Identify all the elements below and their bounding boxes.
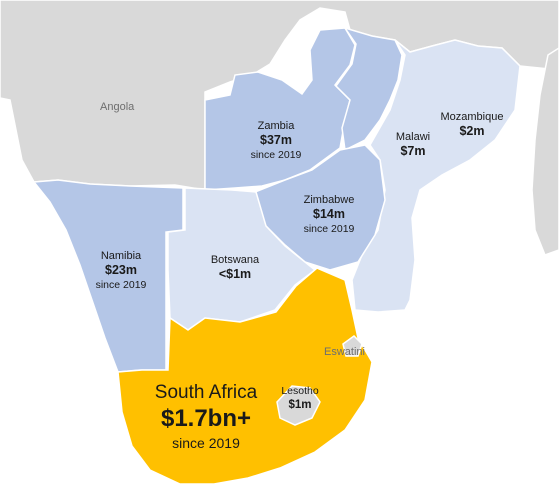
label-mozambique: Mozambique $2m (437, 111, 507, 140)
malawi-amount: $7m (400, 144, 426, 159)
region-botswana (167, 187, 317, 331)
region-south-africa (117, 267, 373, 485)
label-zambia: Zambia $37m since 2019 (246, 120, 306, 161)
namibia-name: Namibia (100, 250, 142, 262)
mozambique-name: Mozambique (440, 111, 504, 123)
label-angola: Angola (100, 101, 135, 113)
label-zimbabwe: Zimbabwe $14m since 2019 (295, 194, 363, 235)
label-eswatini: Eswatini (324, 346, 365, 358)
region-madagascar (531, 47, 559, 256)
label-botswana: Botswana <$1m (205, 254, 265, 283)
region-eswatini (342, 335, 363, 357)
label-south-africa: South Africa $1.7bn+ since 2019 (136, 381, 276, 453)
mozambique-amount: $2m (459, 124, 485, 139)
label-malawi: Malawi $7m (385, 131, 441, 160)
namibia-since: since 2019 (95, 278, 147, 291)
namibia-amount: $23m (105, 263, 137, 278)
zambia-since: since 2019 (250, 148, 302, 161)
label-namibia: Namibia $23m since 2019 (90, 250, 152, 291)
region-zambia (204, 27, 356, 191)
lesotho-name: Lesotho (281, 385, 319, 397)
zambia-name: Zambia (257, 120, 295, 132)
malawi-name: Malawi (395, 131, 431, 143)
zimbabwe-since: since 2019 (303, 222, 355, 235)
south-africa-amount: $1.7bn+ (160, 405, 252, 433)
region-lesotho (276, 385, 321, 426)
zimbabwe-name: Zimbabwe (303, 194, 355, 206)
lesotho-amount: $1m (288, 398, 312, 411)
region-mozambique (351, 39, 521, 313)
zambia-amount: $37m (260, 133, 292, 148)
south-africa-name: South Africa (154, 382, 258, 403)
label-lesotho: Lesotho $1m (278, 385, 322, 412)
zimbabwe-amount: $14m (313, 207, 345, 222)
south-africa-since: since 2019 (172, 435, 240, 452)
region-malawi (335, 26, 403, 152)
botswana-name: Botswana (210, 254, 260, 266)
botswana-amount: <$1m (218, 267, 252, 282)
